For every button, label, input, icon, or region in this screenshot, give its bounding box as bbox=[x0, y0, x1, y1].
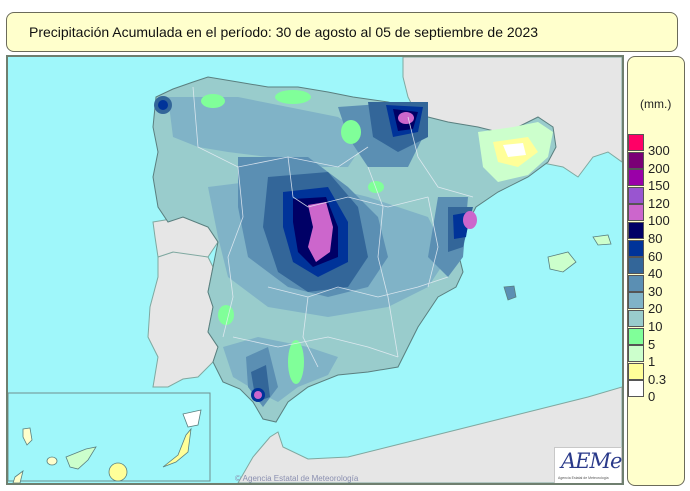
legend-label: 1 bbox=[648, 354, 656, 370]
legend-label: 200 bbox=[648, 160, 670, 176]
legend-swatch bbox=[628, 169, 644, 187]
legend-label: 20 bbox=[648, 301, 663, 317]
legend-swatch bbox=[628, 257, 644, 275]
legend-swatch bbox=[628, 380, 644, 398]
legend-swatch bbox=[628, 310, 644, 327]
legend-swatch bbox=[628, 327, 644, 345]
legend-label: 120 bbox=[648, 195, 670, 211]
legend-swatch bbox=[628, 362, 644, 380]
legend-label: 80 bbox=[648, 231, 663, 246]
precipitation-map: © Agencia Estatal de Meteorología AEMet … bbox=[6, 55, 624, 485]
legend-label: 100 bbox=[648, 213, 670, 229]
legend-swatch bbox=[628, 134, 644, 151]
legend-label: 0 bbox=[648, 389, 656, 405]
title-banner: Precipitación Acumulada en el período: 3… bbox=[6, 12, 678, 52]
map-graphic bbox=[8, 57, 622, 483]
legend-label: 150 bbox=[648, 178, 670, 194]
legend-label: 30 bbox=[648, 283, 663, 299]
legend-swatch bbox=[628, 186, 644, 204]
legend-swatch bbox=[628, 222, 644, 239]
aemet-logo: AEMet Agencia Estatal de Meteorología bbox=[554, 447, 624, 483]
legend-label: 5 bbox=[648, 336, 656, 352]
copyright-text: © Agencia Estatal de Meteorología bbox=[235, 474, 359, 483]
legend-unit: (mm.) bbox=[640, 97, 672, 111]
legend-swatch bbox=[628, 204, 644, 222]
legend-swatch bbox=[628, 292, 644, 310]
legend-label: 60 bbox=[648, 248, 663, 264]
map-title: Precipitación Acumulada en el período: 3… bbox=[29, 24, 539, 40]
legend-label: 0.3 bbox=[648, 371, 667, 387]
legend-swatch bbox=[628, 345, 644, 363]
logo-text: AEMet bbox=[561, 449, 624, 473]
legend-label: 300 bbox=[648, 143, 670, 158]
legend-swatch bbox=[628, 239, 644, 257]
legend-label: 40 bbox=[648, 266, 663, 282]
legend-swatch bbox=[628, 151, 644, 169]
legend-label: 10 bbox=[648, 319, 663, 334]
logo-subtitle: Agencia Estatal de Meteorología bbox=[558, 476, 609, 480]
legend-swatch bbox=[628, 274, 644, 292]
legend-panel: (mm.) 300 200 150 120 100 80 60 40 30 20 10 5 1 0.3 0 bbox=[627, 56, 685, 486]
